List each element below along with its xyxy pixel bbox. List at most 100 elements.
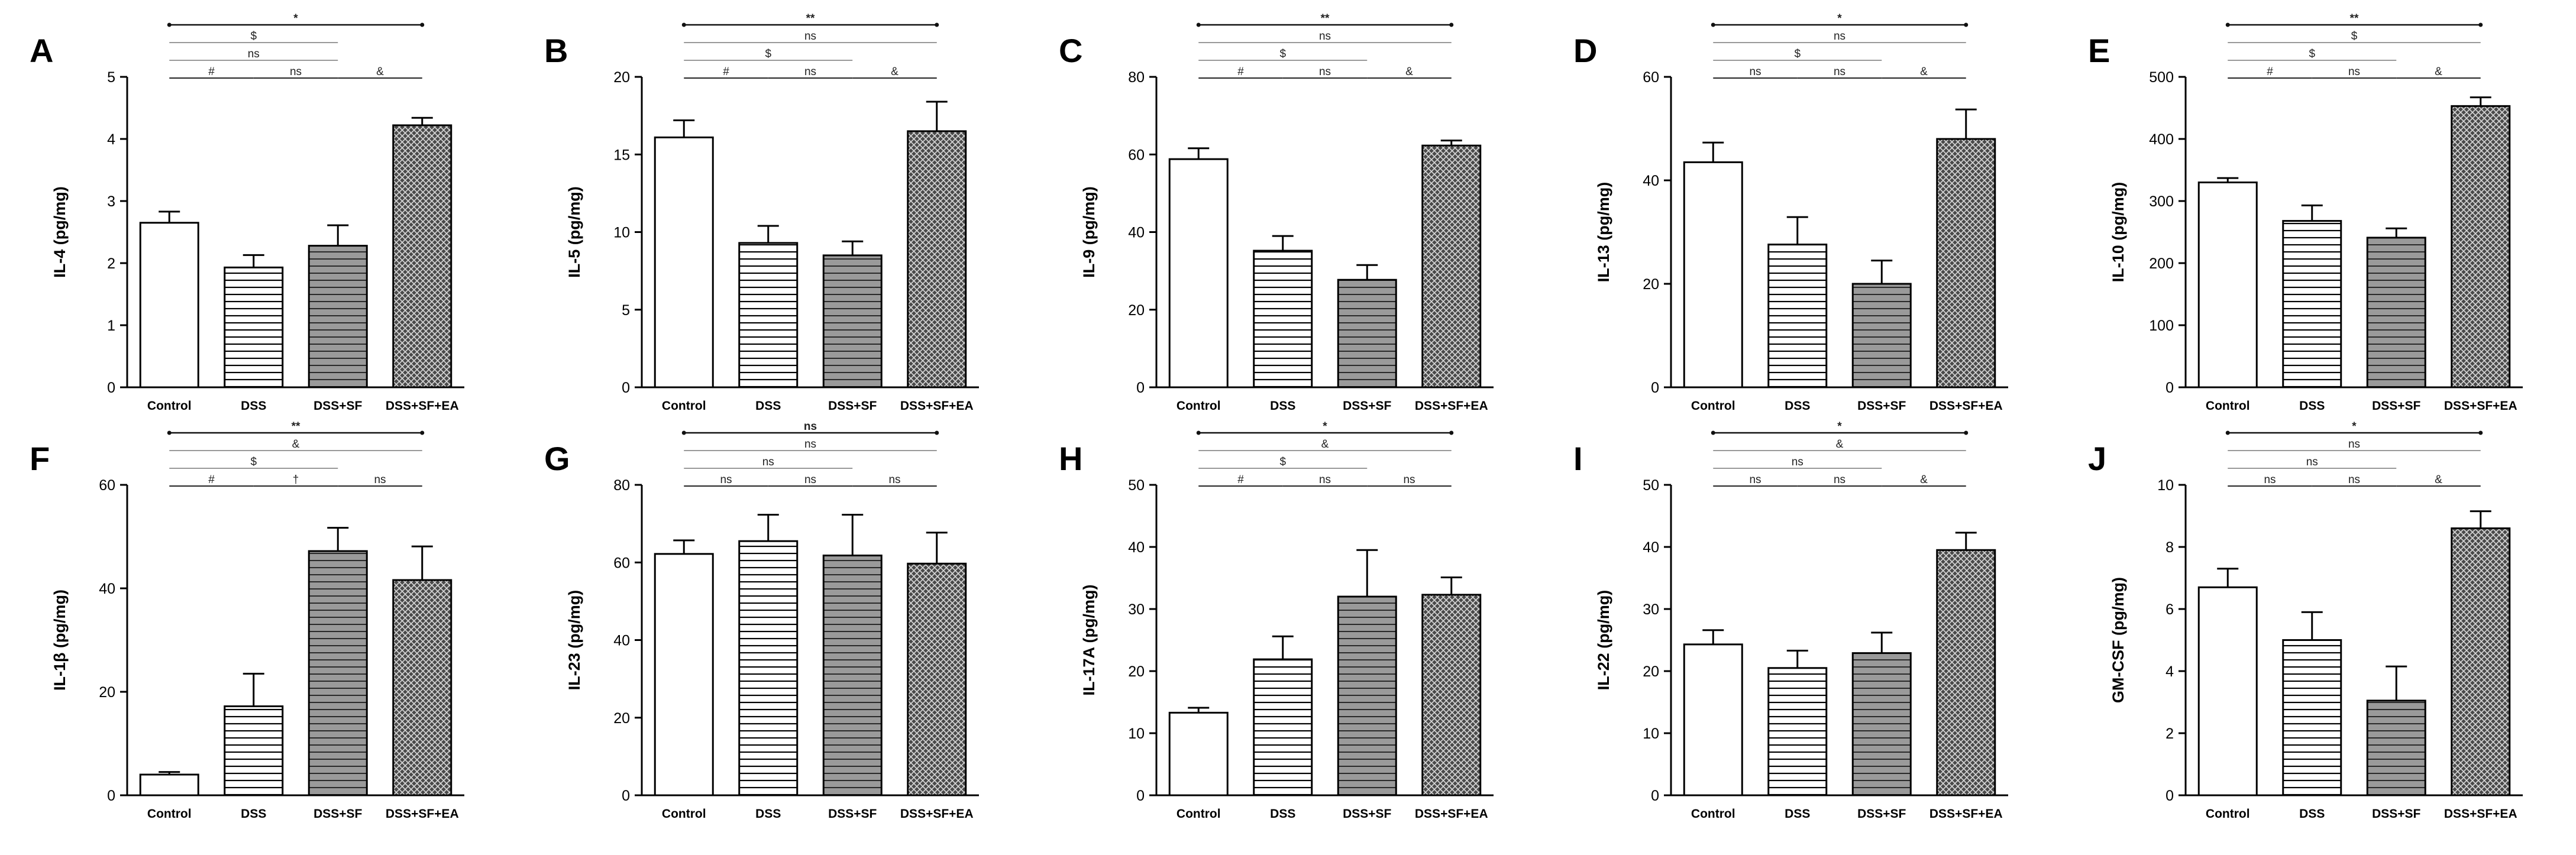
bar-control [1683,161,1743,388]
y-tick-label: 40 [613,633,630,649]
significance-label: ns [2264,474,2276,486]
panel-J: J GM-CSF (pg/mg) 0 2 4 6 8 10 Control DSS DSS+SF DS… [2088,420,2523,821]
panel-A: A IL-4 (pg/mg) 0 1 2 3 4 5 Control DSS DSS+SF DSS+S… [30,12,464,413]
bar-dss [1253,658,1313,796]
significance-label: & [1920,474,1928,486]
significance-label: ns [1319,66,1331,78]
y-tick-label: 400 [2149,131,2174,148]
significance-label: # [208,474,215,486]
x-category-label: DSS [1270,807,1295,821]
bar-dss [224,705,284,796]
y-axis-label: IL-13 (pg/mg) [1595,182,1612,283]
significance-label: & [2435,66,2442,78]
significance-label: * [293,12,298,25]
bar-dss-sf-ea [392,124,453,388]
y-tick-label: 50 [1128,477,1145,494]
significance-label: ** [1321,12,1330,25]
significance-label: ns [1834,30,1845,43]
panel-letter: G [544,440,570,477]
significance-label: $ [2351,30,2358,43]
y-tick-label: 60 [99,477,115,494]
y-tick-label: 60 [1128,147,1145,163]
significance-label: ** [806,12,815,25]
significance-label: # [2267,66,2273,78]
y-tick-label: 60 [1643,69,1659,86]
x-category-label: DSS+SF+EA [900,399,974,413]
y-tick-label: 5 [107,69,115,86]
x-category-label: Control [1177,807,1221,821]
bracket-end-dot [2225,22,2230,27]
panel-letter: F [30,440,50,477]
bracket-end-dot [935,22,939,27]
y-tick-label: 60 [613,555,630,571]
significance-label: # [1237,474,1244,486]
bracket-end-dot [167,430,172,435]
x-category-label: Control [662,807,706,821]
y-axis-label: IL-10 (pg/mg) [2109,182,2127,283]
y-tick-label: 30 [1128,601,1145,618]
significance-label: & [376,66,384,78]
x-category-label: DSS+SF+EA [1929,399,2003,413]
y-tick-label: 100 [2149,318,2174,334]
significance-label: ns [2348,438,2360,451]
significance-label: $ [1794,48,1801,60]
bar-control [2197,182,2258,388]
panel-letter: D [1573,32,1597,69]
bracket-end-dot [681,430,686,435]
x-category-label: DSS+SF [2372,807,2420,821]
y-axis-label: IL-4 (pg/mg) [51,186,69,277]
significance-label: & [891,66,898,78]
x-category-label: DSS+SF [313,399,362,413]
y-axis-label: IL-5 (pg/mg) [565,186,583,277]
y-tick-label: 40 [1128,539,1145,556]
bar-dss-sf [822,554,883,796]
significance-label: ns [1749,66,1761,78]
y-tick-label: 20 [1643,276,1659,293]
bar-dss-sf [1337,278,1397,388]
bar-dss-sf [1851,652,1912,796]
bracket-end-dot [2225,430,2230,435]
bar-dss-sf-ea [907,130,967,388]
bar-control [139,773,199,796]
x-category-label: DSS+SF+EA [2444,399,2517,413]
x-category-label: DSS+SF [1857,807,1906,821]
significance-label: ns [2348,66,2360,78]
bar-dss [1253,250,1313,388]
x-category-label: DSS+SF [828,399,877,413]
x-category-label: DSS [1270,399,1295,413]
x-category-label: Control [2206,399,2250,413]
panel-letter: C [1059,32,1082,69]
significance-label: & [1920,66,1928,78]
y-tick-label: 0 [2165,380,2174,396]
x-category-label: Control [2206,807,2250,821]
panel-letter: J [2088,440,2106,477]
x-category-label: DSS+SF+EA [1929,807,2003,821]
bar-dss-sf [2366,699,2426,796]
bar-control [1168,711,1229,796]
significance-label: * [1837,420,1842,433]
significance-label: & [1836,438,1844,451]
significance-label: ns [720,474,732,486]
bar-dss-sf-ea [1421,594,1482,796]
bar-control [654,553,714,796]
panel-H: H IL-17A (pg/mg) 0 10 20 30 40 50 Control DSS DSS+… [1059,420,1494,821]
bracket-end-dot [1964,22,1969,27]
significance-label: ns [888,474,900,486]
bar-dss-sf-ea [2451,527,2511,796]
y-tick-label: 30 [1643,601,1659,618]
x-category-label: Control [1691,399,1735,413]
panel-letter: E [2088,32,2110,69]
bracket-end-dot [1711,430,1715,435]
x-category-label: DSS [2299,807,2325,821]
y-tick-label: 5 [622,302,630,319]
y-tick-label: 10 [613,225,630,241]
bar-control [1168,158,1229,388]
significance-label: ns [290,66,302,78]
significance-label: ns [762,456,774,468]
bracket-end-dot [1196,22,1201,27]
significance-label: ns [804,30,816,43]
panel-letter: H [1059,440,1082,477]
significance-label: ns [804,420,817,433]
y-tick-label: 80 [613,477,630,494]
panel-I: I IL-22 (pg/mg) 0 10 20 30 40 50 Control DSS DSS+S… [1573,420,2008,821]
